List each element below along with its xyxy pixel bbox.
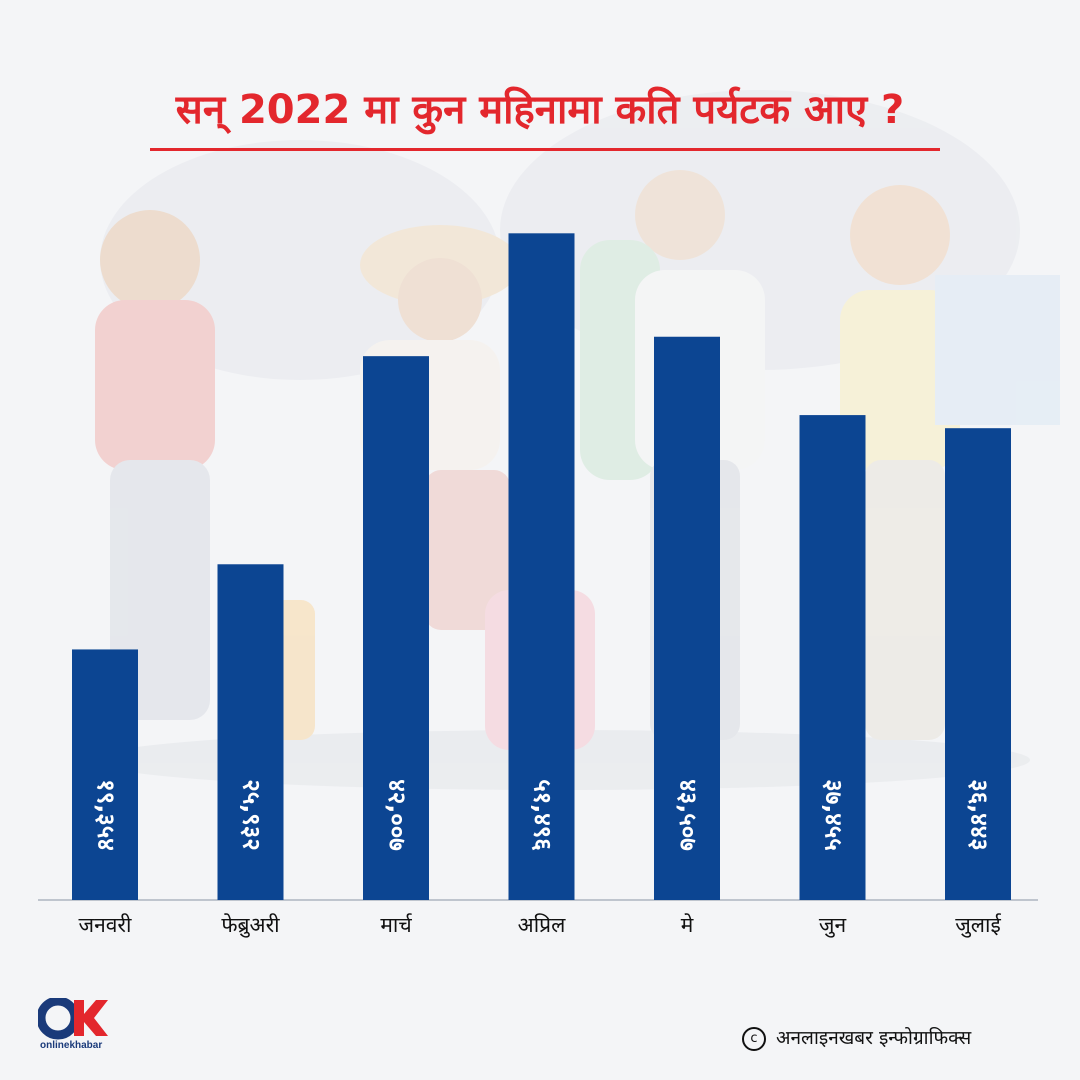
x-tick-label-2: फेब्रुअरी	[221, 913, 280, 938]
logo-wordmark: onlinekhabar	[40, 1040, 103, 1051]
bar-6	[799, 415, 866, 900]
bar-value-label-5: ४३,५०७	[674, 779, 702, 851]
bar-1	[72, 649, 138, 900]
bar-2	[217, 564, 284, 900]
copyright-icon: c	[742, 1026, 766, 1051]
x-tick-label-1: जनवरी	[79, 913, 133, 937]
x-tick-label-6: जुन	[819, 913, 847, 938]
x-tick-label-4: अप्रिल	[518, 913, 566, 937]
credit-text: अनलाइनखबर इन्फोग्राफिक्स	[776, 1027, 972, 1049]
bar-5	[654, 336, 720, 900]
bar-value-label-6: ३७,४५५	[820, 779, 848, 851]
bar-value-label-2: २५,९३२	[238, 779, 266, 851]
chart-title: सन् 2022 मा कुन महिनामा कति पर्यटक आए ?	[175, 87, 905, 133]
bar-value-label-1: १९,३५४	[92, 779, 120, 851]
x-tick-label-5: मे	[681, 913, 694, 937]
bar-7	[945, 428, 1011, 900]
bar-value-label-3: ४२,००७	[383, 779, 411, 851]
x-tick-label-3: मार्च	[380, 913, 412, 937]
onlinekhabar-logo	[38, 998, 108, 1040]
bar-chart: १९,३५४ जनवरी २५,९३२ फेब्रुअरी ४२,००७ मार्च ५१,…	[38, 233, 1038, 938]
bar-value-label-7: ३६,४४३	[965, 779, 993, 851]
bar-value-label-4: ५१,४९६	[529, 779, 557, 851]
bar-4	[508, 233, 575, 900]
credit-line: c अनलाइनखबर इन्फोग्राफिक्स	[742, 1024, 971, 1051]
x-tick-label-7: जुलाई	[955, 913, 1002, 938]
title-underline	[150, 148, 940, 151]
bar-3	[363, 356, 429, 900]
